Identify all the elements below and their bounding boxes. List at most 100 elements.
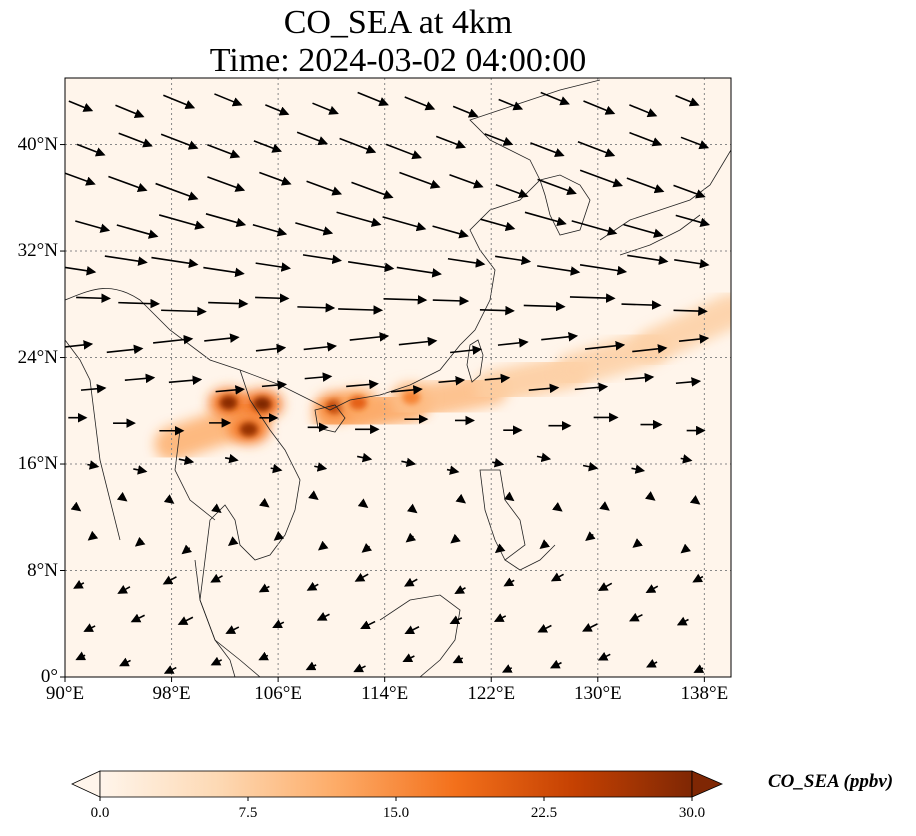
wind-arrow — [181, 544, 193, 555]
wind-arrow — [449, 615, 463, 624]
plume-hotspot — [402, 390, 421, 405]
lon-tick-label: 130°E — [573, 683, 622, 704]
wind-arrow — [227, 536, 239, 546]
wind-arrow — [87, 530, 99, 541]
wind-arrow — [404, 577, 418, 587]
wind-arrow — [210, 656, 223, 666]
wind-arrow — [70, 501, 82, 512]
wind-arrow — [680, 543, 692, 554]
co-plume-layer — [154, 293, 731, 462]
wind-arrow — [73, 579, 85, 589]
wind-arrow — [118, 132, 153, 148]
wind-arrow — [692, 573, 704, 583]
map-title: CO_SEA at 4km — [283, 4, 513, 41]
wind-arrow — [524, 211, 567, 227]
lat-tick-label: 24°N — [17, 346, 58, 368]
map-background — [65, 78, 731, 677]
wind-arrow — [208, 298, 249, 309]
wind-arrow — [676, 616, 689, 626]
wind-arrow — [357, 498, 369, 508]
map-time-subtitle: Time: 2024-03-02 04:00:00 — [209, 42, 587, 79]
wind-arrow — [675, 214, 711, 228]
wind-arrow — [674, 258, 710, 269]
wind-arrow — [646, 658, 658, 668]
lon-tick-label: 90°E — [45, 683, 85, 704]
wind-arrow — [498, 98, 524, 111]
wind-arrow — [597, 582, 613, 591]
wind-arrow — [163, 94, 196, 110]
wind-arrow — [627, 254, 669, 265]
wind-arrow — [116, 491, 128, 502]
coastline-hainan — [314, 404, 346, 433]
wind-arrow — [225, 625, 240, 634]
wind-arrow — [296, 131, 329, 146]
wind-arrow — [495, 255, 532, 266]
wind-arrow — [629, 131, 663, 147]
wind-arrow — [577, 140, 616, 158]
wind-arrow — [582, 461, 599, 472]
wind-arrow — [452, 105, 479, 118]
coastline-malay-peninsula — [194, 559, 261, 677]
wind-arrow — [87, 460, 100, 470]
wind-arrow — [536, 452, 552, 463]
wind-arrow — [253, 140, 283, 153]
wind-arrow — [579, 169, 624, 188]
wind-arrow — [214, 93, 243, 107]
wind-arrow — [270, 463, 283, 474]
wind-arrow — [65, 340, 94, 350]
wind-arrow — [117, 584, 131, 594]
wind-arrow — [161, 306, 207, 317]
wind-arrow — [629, 104, 658, 118]
wind-arrow — [382, 216, 427, 232]
wind-arrow — [178, 455, 195, 466]
wind-arrow — [539, 539, 551, 549]
colorbar-tick-label: 0.0 — [90, 805, 110, 821]
lat-tick-label: 40°N — [17, 133, 58, 155]
wind-arrow — [205, 213, 247, 228]
wind-arrow — [163, 494, 175, 504]
wind-arrow — [406, 503, 418, 514]
wind-arrow — [550, 572, 564, 582]
wind-arrow — [207, 176, 246, 192]
wind-arrow — [108, 175, 148, 192]
wind-arrow — [339, 137, 377, 154]
wind-vectors — [65, 91, 711, 674]
coastline-borneo — [379, 594, 461, 677]
wind-arrow — [153, 334, 194, 345]
wind-arrow — [259, 497, 270, 508]
wind-arrow — [116, 224, 159, 239]
wind-arrow — [151, 256, 199, 269]
wind-arrow — [314, 462, 328, 472]
wind-arrow — [160, 133, 199, 150]
wind-arrow — [80, 383, 107, 394]
wind-arrow — [210, 573, 223, 583]
wind-arrow — [537, 265, 581, 276]
wind-arrow — [402, 653, 415, 662]
wind-arrow — [297, 302, 336, 313]
wind-arrow — [625, 372, 655, 383]
wind-arrow — [495, 184, 529, 198]
coastline-layer — [65, 79, 731, 677]
wind-arrow — [541, 331, 579, 342]
gridlines — [65, 78, 731, 677]
lat-tick-label: 16°N — [17, 453, 58, 475]
wind-arrow — [484, 133, 514, 146]
wind-arrow — [207, 143, 241, 159]
lat-tick-label: 8°N — [27, 559, 58, 581]
wind-arrow — [673, 306, 708, 316]
lon-tick-label: 106°E — [254, 683, 302, 704]
coastline-japan — [599, 149, 731, 256]
wind-arrow — [569, 293, 616, 303]
wind-arrow — [450, 533, 461, 544]
wind-arrow — [348, 261, 395, 273]
wind-arrow — [574, 382, 609, 393]
wind-arrow — [252, 224, 288, 237]
wind-arrow — [118, 298, 160, 309]
wind-arrow — [204, 333, 240, 343]
wind-arrow — [308, 490, 319, 500]
wind-arrow — [361, 542, 373, 553]
wind-arrow — [346, 379, 379, 390]
colorbar-tick-label: 7.5 — [238, 805, 258, 821]
wind-arrow — [65, 172, 96, 186]
wind-arrow — [673, 184, 706, 199]
